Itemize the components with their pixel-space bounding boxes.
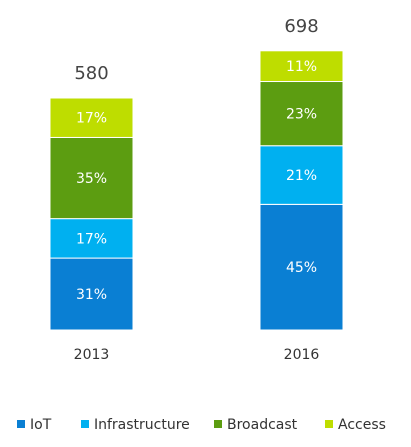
- bar-segment: [259, 145, 344, 205]
- bar-segment: [259, 81, 344, 147]
- legend-label: Broadcast: [227, 417, 298, 433]
- bar-segment: [49, 97, 134, 138]
- total-label: 698: [284, 16, 318, 37]
- data-label: 21%: [286, 168, 317, 184]
- data-label: 35%: [76, 171, 107, 187]
- data-label: 11%: [286, 59, 317, 75]
- data-label: 31%: [76, 287, 107, 303]
- data-label: 17%: [76, 231, 107, 247]
- bar-segment: [259, 50, 344, 83]
- x-tick-label: 2016: [284, 347, 320, 363]
- bar-segment: [49, 218, 134, 259]
- x-tick-label: 2013: [74, 347, 110, 363]
- legend-label: Access: [338, 417, 386, 433]
- bar-segment: [49, 257, 134, 331]
- legend-label: IoT: [30, 417, 52, 433]
- data-label: 45%: [286, 260, 317, 276]
- legend-swatch: [17, 420, 25, 428]
- legend-swatch: [214, 420, 222, 428]
- total-label: 580: [74, 63, 108, 84]
- legend-swatch: [81, 420, 89, 428]
- legend-swatch: [325, 420, 333, 428]
- legend-label: Infrastructure: [94, 417, 190, 433]
- data-label: 17%: [76, 111, 107, 127]
- data-label: 23%: [286, 107, 317, 123]
- bar-segment: [259, 203, 344, 331]
